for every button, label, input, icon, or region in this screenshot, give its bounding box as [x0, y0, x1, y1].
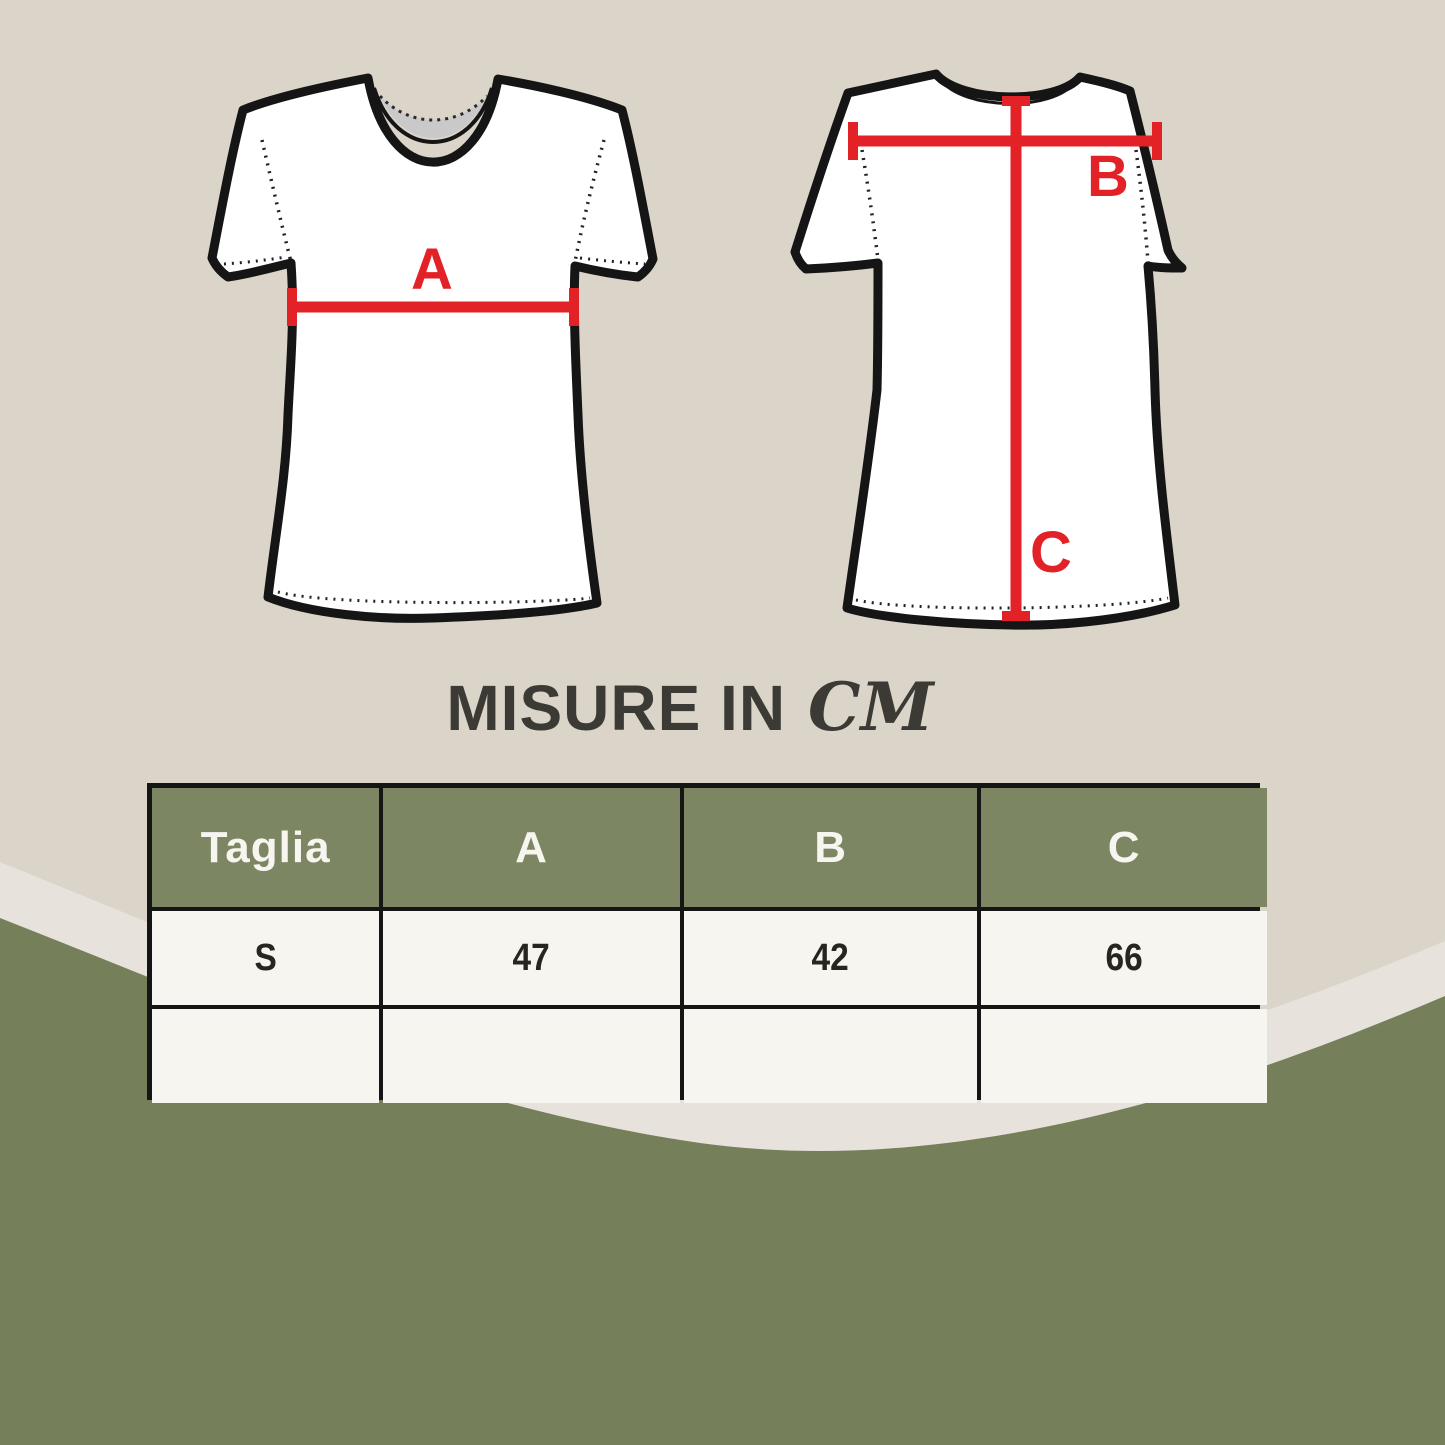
measure-value-c: 66 — [1105, 936, 1143, 979]
size-table-row1-a: 47 — [383, 911, 680, 1005]
size-table-row2-a — [383, 1009, 680, 1103]
tshirt-measurement-diagram: A B C — [207, 69, 1187, 630]
tshirt-back-view — [790, 69, 1187, 630]
tshirt-front-armhole-seam-right — [573, 139, 606, 263]
size-table-header-b: B — [683, 788, 978, 907]
size-table-row1-c: 66 — [981, 911, 1267, 1005]
tshirt-front-cuff-stitch-right — [579, 256, 646, 266]
page-title-text: MISURE IN — [446, 672, 787, 744]
measure-label-c: C — [1030, 520, 1072, 585]
size-table-row2-c — [981, 1009, 1267, 1103]
page-title: MISURE IN CM — [446, 668, 933, 746]
size-table-row2-taglia — [152, 1009, 380, 1103]
tshirt-front-view — [207, 73, 658, 623]
size-value-s: S — [254, 936, 277, 979]
tshirt-front-collar-back-seam — [378, 94, 489, 122]
measure-label-a: A — [411, 237, 453, 302]
tshirt-back-outline — [790, 69, 1187, 630]
measure-label-b: B — [1087, 144, 1129, 209]
size-table-row1-b: 42 — [683, 911, 978, 1005]
measure-value-a: 47 — [512, 936, 551, 979]
page-title-unit: CM — [808, 668, 934, 746]
size-table-row2-b — [683, 1009, 978, 1103]
tshirt-front-armhole-seam-left — [260, 139, 293, 263]
measure-value-b: 42 — [811, 936, 850, 979]
size-table-header-taglia: Taglia — [152, 788, 380, 907]
tshirt-front-collar-inner-gray — [380, 96, 487, 138]
tshirt-front-outline — [207, 73, 658, 623]
tshirt-front-cuff-stitch-left — [223, 255, 287, 266]
size-table-header-a: A — [383, 788, 680, 907]
measurement-annotations: A B C — [287, 96, 1162, 621]
size-table-row1-taglia: S — [152, 911, 380, 1005]
size-table: Taglia A B C S 47 42 66 — [147, 783, 1267, 1103]
background-green-curve — [0, 918, 1445, 1445]
tshirt-front-collar-band-line — [372, 87, 494, 144]
size-table-header-c: C — [981, 788, 1267, 907]
